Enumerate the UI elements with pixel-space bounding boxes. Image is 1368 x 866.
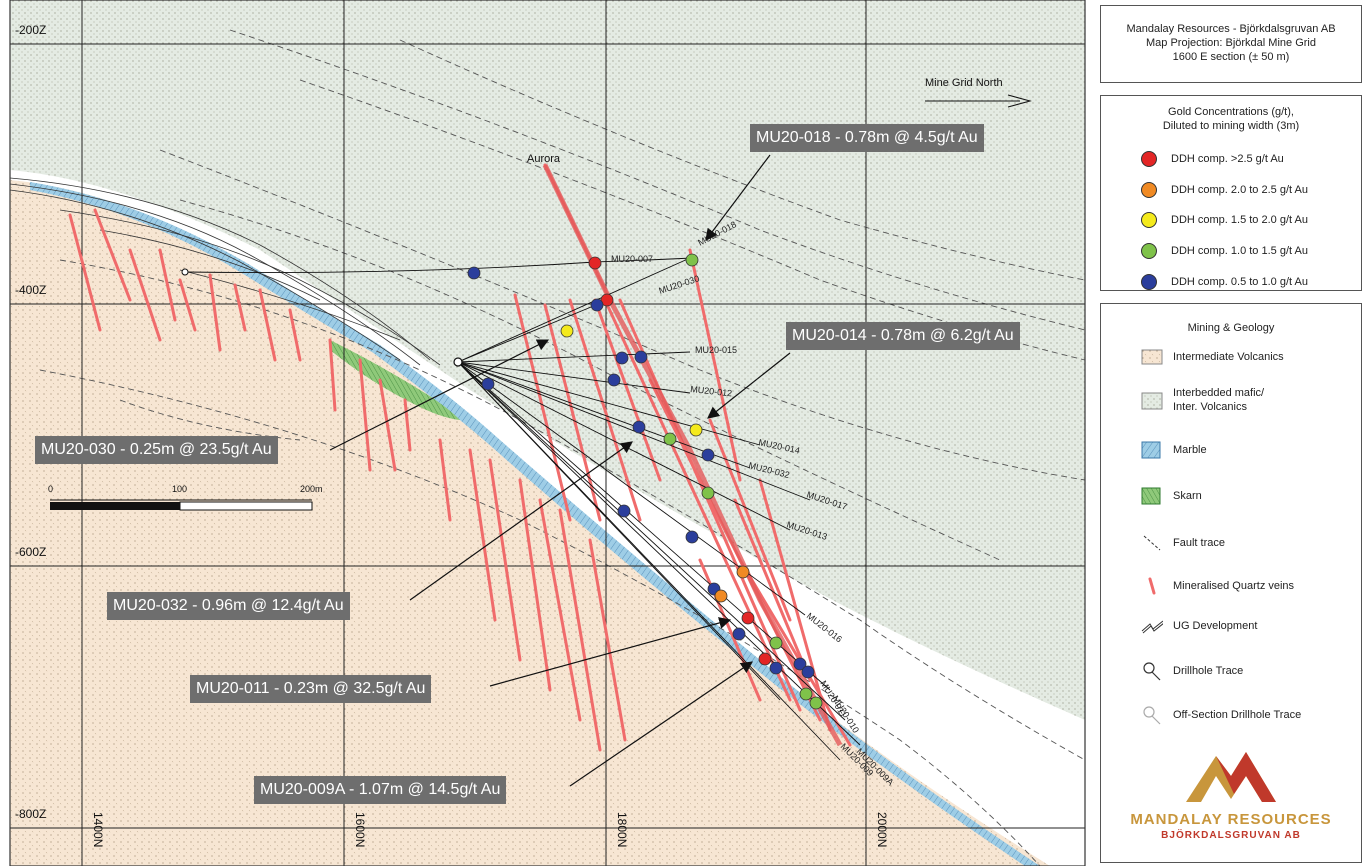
scale-tick-0: 0 [48, 484, 53, 494]
elevation-label: -600Z [15, 545, 46, 559]
grade-dot-icon [1141, 212, 1157, 229]
assay-dot [736, 565, 750, 579]
legend-item: Off-Section Drillhole Trace [1141, 704, 1301, 726]
gold-legend-item: DDH comp. 1.5 to 2.0 g/t Au [1141, 205, 1361, 236]
assay-dot [663, 432, 677, 446]
assay-dot [560, 324, 574, 338]
assay-dot [632, 420, 646, 434]
grade-dot-icon [1141, 243, 1157, 260]
grade-dot-icon [1141, 273, 1157, 290]
title-line-3: 1600 E section (± 50 m) [1172, 51, 1290, 63]
title-line-2: Map Projection: Björkdal Mine Grid [1146, 37, 1316, 49]
company-logo: MANDALAY RESOURCES BJÖRKDALSGRUVAN AB [1101, 744, 1361, 841]
callout-mu20-032: MU20-032 - 0.96m @ 12.4g/t Au [107, 592, 350, 620]
assay-dot [615, 351, 629, 365]
callout-mu20-014: MU20-014 - 0.78m @ 6.2g/t Au [786, 322, 1020, 350]
elevation-label: -200Z [15, 23, 46, 37]
assay-dot [758, 652, 772, 666]
grade-dot-icon [1141, 181, 1157, 198]
assay-dot [799, 687, 813, 701]
legend-item: Skarn [1141, 487, 1202, 505]
northing-label: 1400N [91, 812, 105, 847]
assay-dot [701, 486, 715, 500]
assay-dot [809, 696, 823, 710]
north-arrow-label: Mine Grid North [925, 77, 1003, 89]
callout-mu20-009a: MU20-009A - 1.07m @ 14.5g/t Au [254, 776, 507, 804]
northing-label: 1800N [615, 812, 629, 847]
legend-item: UG Development [1141, 617, 1257, 635]
assay-dot [769, 661, 783, 675]
assay-dot [701, 448, 715, 462]
callout-mu20-030: MU20-030 - 0.25m @ 23.5g/t Au [35, 436, 278, 464]
assay-dot [685, 530, 699, 544]
assay-dot [714, 589, 728, 603]
gold-legend-title-1: Gold Concentrations (g/t), [1168, 106, 1294, 118]
assay-dot [801, 665, 815, 679]
mining-geology-legend: Mining & Geology Intermediate Volcanics … [1100, 303, 1362, 863]
scale-tick-200m: 200m [300, 484, 323, 494]
legend-item: Interbedded mafic/ Inter. Volcanics [1141, 386, 1264, 414]
callout-mu20-018: MU20-018 - 0.78m @ 4.5g/t Au [750, 124, 984, 152]
elevation-label: -800Z [15, 807, 46, 821]
northing-label: 2000N [875, 812, 889, 847]
aurora-structure [542, 163, 843, 747]
assay-dot [590, 298, 604, 312]
gold-legend-item: DDH comp. 0.5 to 1.0 g/t Au [1141, 266, 1361, 297]
assay-dot [741, 611, 755, 625]
assay-dot [607, 373, 621, 387]
title-line-1: Mandalay Resources - Björkdalsgruvan AB [1126, 23, 1336, 35]
assay-dot [685, 253, 699, 267]
assay-dot [793, 657, 807, 671]
geology-legend-title: Mining & Geology [1187, 322, 1275, 334]
gold-legend-label: DDH comp. >2.5 g/t Au [1171, 153, 1284, 166]
grade-dot-icon [1141, 151, 1157, 168]
assay-dot [481, 377, 495, 391]
north-arrow: Mine Grid North [925, 77, 1032, 108]
mandalay-mountain-icon [1186, 752, 1276, 802]
drillhole-label: MU20-012 [690, 384, 733, 398]
legend-item: Mineralised Quartz veins [1141, 577, 1294, 595]
gold-legend-label: DDH comp. 2.0 to 2.5 g/t Au [1171, 183, 1308, 196]
gold-legend-item: DDH comp. 2.0 to 2.5 g/t Au [1141, 175, 1361, 206]
gold-legend-label: DDH comp. 1.5 to 2.0 g/t Au [1171, 214, 1308, 227]
drillhole-label: MU20-007 [611, 254, 653, 264]
northing-label: 1600N [353, 812, 367, 847]
legend-item: Marble [1141, 441, 1207, 459]
assay-dot [634, 350, 648, 364]
grid-lines [10, 0, 1085, 866]
title-panel: Mandalay Resources - Björkdalsgruvan AB … [1100, 5, 1362, 83]
assay-dot [588, 256, 602, 270]
drillhole-label: MU20-015 [695, 345, 737, 355]
elevation-label: -400Z [15, 283, 46, 297]
callout-mu20-011: MU20-011 - 0.23m @ 32.5g/t Au [190, 675, 432, 703]
assay-composites [467, 253, 823, 710]
assay-dot [600, 293, 614, 307]
gold-legend-label: DDH comp. 1.0 to 1.5 g/t Au [1171, 245, 1308, 258]
gold-legend-item: DDH comp. 1.0 to 1.5 g/t Au [1141, 236, 1361, 267]
assay-dot [689, 423, 703, 437]
legend-item: Fault trace [1141, 534, 1225, 552]
legend-item: Intermediate Volcanics [1141, 349, 1284, 365]
scale-bar: 0 100 200m [48, 484, 323, 511]
gold-concentration-legend: Gold Concentrations (g/t), Diluted to mi… [1100, 95, 1362, 291]
gold-legend-title-2: Diluted to mining width (3m) [1162, 120, 1300, 132]
assay-dot [769, 636, 783, 650]
assay-dot [732, 627, 746, 641]
gold-legend-item: DDH comp. >2.5 g/t Au [1141, 144, 1361, 175]
legend-item: Drillhole Trace [1141, 660, 1243, 682]
aurora-label: Aurora [527, 153, 561, 165]
assay-dot [617, 504, 631, 518]
scale-tick-100: 100 [172, 484, 187, 494]
gold-legend-label: DDH comp. 0.5 to 1.0 g/t Au [1171, 275, 1308, 288]
assay-dot [467, 266, 481, 280]
callout-arrows [329, 154, 791, 787]
